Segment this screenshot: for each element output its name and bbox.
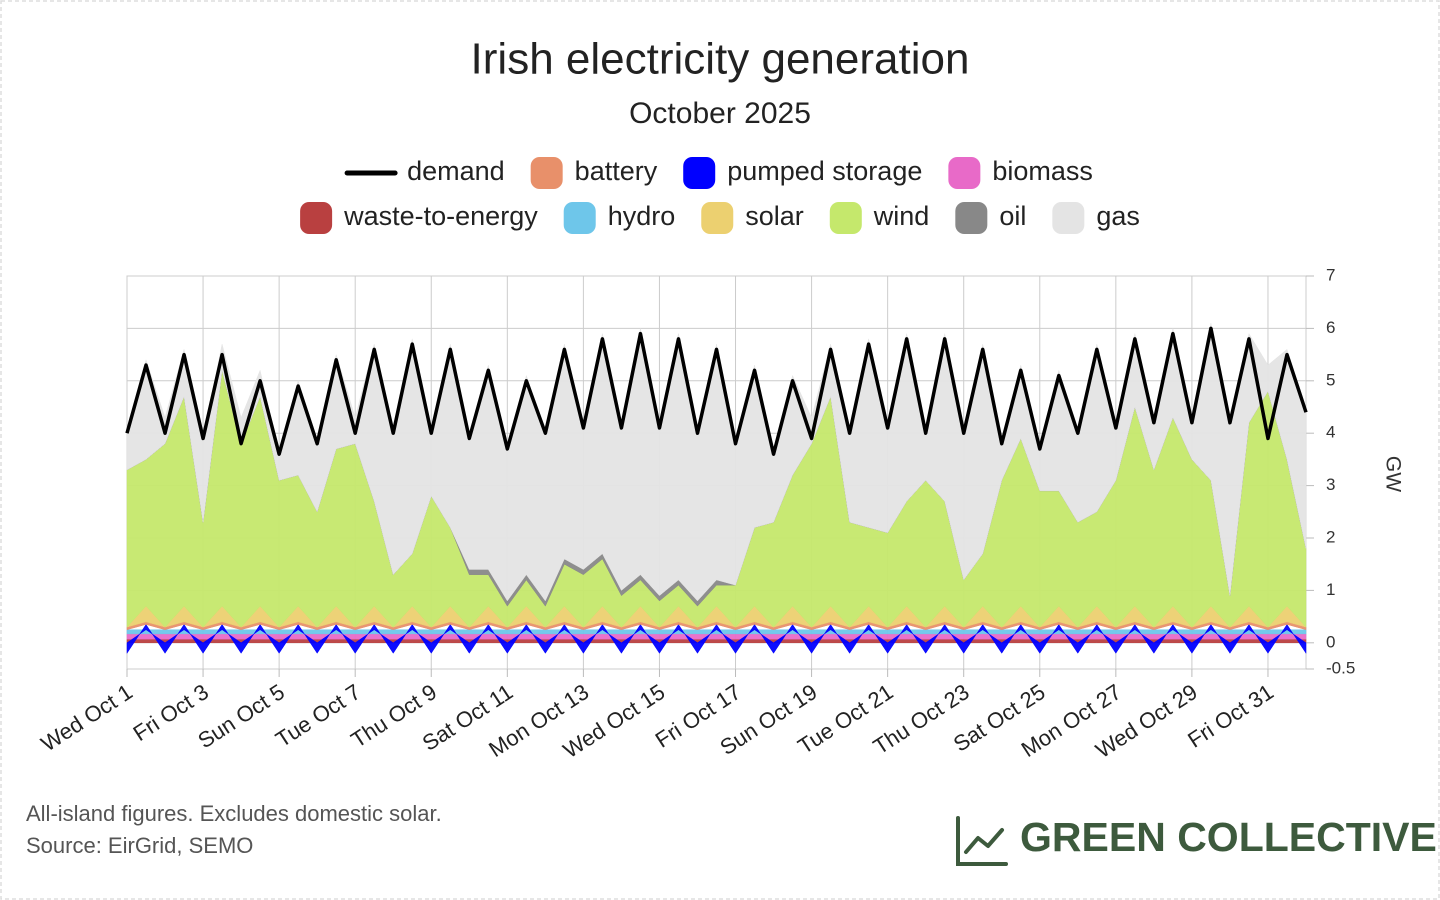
legend-item: pumped storage [683, 156, 922, 189]
footnote: All-island figures. Excludes domestic so… [26, 801, 442, 826]
legend-label: wind [873, 201, 930, 231]
legend: demand battery pumped storage biomass waste-… [300, 156, 1140, 234]
legend-item: waste-to-energy [300, 201, 538, 234]
y-tick-label: 1 [1326, 580, 1335, 599]
legend-label: battery [575, 156, 658, 186]
legend-label: pumped storage [727, 156, 922, 186]
source-note: Source: EirGrid, SEMO [26, 833, 253, 858]
legend-swatch [300, 202, 333, 234]
legend-item: battery [530, 156, 658, 189]
line-demand [125, 326, 1308, 456]
y-tick-label: 7 [1326, 265, 1335, 284]
logo-icon-axes [956, 816, 1008, 866]
legend-item: wind [829, 201, 930, 234]
legend-row: waste-to-energy hydro solar wind oil gas [300, 201, 1140, 234]
legend-swatch [563, 202, 596, 234]
legend-swatch [530, 157, 563, 189]
legend-swatch [948, 157, 981, 189]
legend-item: biomass [948, 156, 1093, 189]
legend-label: oil [999, 201, 1026, 231]
brand-logo: GREEN COLLECTIVE [956, 814, 1437, 866]
legend-swatch [1052, 202, 1085, 234]
legend-label: gas [1096, 201, 1140, 231]
legend-swatch [955, 202, 988, 234]
legend-item: hydro [563, 201, 676, 234]
y-tick-label: 5 [1326, 370, 1335, 389]
y-tick-label: 2 [1326, 527, 1335, 546]
legend-item: gas [1052, 201, 1140, 234]
chart-title: Irish electricity generation [471, 35, 970, 84]
y-tick-label: 6 [1326, 318, 1335, 337]
legend-item: demand [344, 156, 505, 186]
logo-icon-line [964, 828, 1004, 854]
chart-subtitle: October 2025 [629, 97, 811, 130]
y-tick-label: 0 [1326, 632, 1335, 651]
legend-swatch [683, 157, 716, 189]
legend-label: hydro [608, 201, 676, 231]
y-tick-label: 4 [1326, 423, 1335, 442]
legend-label: waste-to-energy [343, 201, 538, 231]
legend-label: demand [407, 156, 505, 186]
y-tick-label: -0.5 [1326, 658, 1355, 677]
area-biomass [126, 633, 1307, 640]
y-axis-label: GW [1381, 456, 1404, 492]
y-tick-label: 3 [1326, 475, 1335, 494]
legend-label: solar [745, 201, 804, 231]
legend-swatch [701, 202, 734, 234]
legend-item: oil [955, 201, 1026, 234]
area-waste-to-energy [126, 638, 1307, 644]
legend-swatch [829, 202, 862, 234]
brand-name: GREEN COLLECTIVE [1020, 814, 1437, 860]
legend-item: solar [701, 201, 804, 234]
legend-label: biomass [992, 156, 1093, 186]
legend-row: demand battery pumped storage biomass [344, 156, 1093, 189]
